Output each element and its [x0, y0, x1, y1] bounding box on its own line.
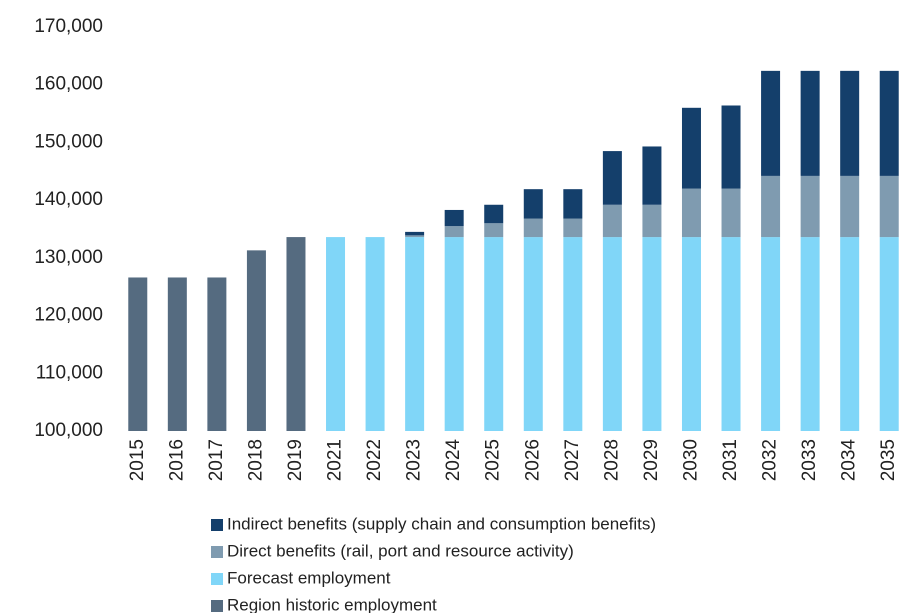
bar-segment — [642, 146, 662, 205]
y-tick-label: 170,000 — [34, 16, 103, 37]
bar-segment — [444, 226, 464, 238]
y-tick-label: 110,000 — [36, 362, 103, 383]
y-tick-label: 140,000 — [34, 189, 103, 210]
bar-segment — [642, 237, 662, 431]
bar-segment — [563, 237, 583, 431]
bar-segment — [602, 151, 622, 205]
x-tick-label: 2025 — [483, 439, 504, 481]
legend-label: Region historic employment — [227, 595, 437, 613]
bar-segment — [879, 237, 899, 431]
legend-swatch — [211, 573, 223, 585]
bar-segment — [681, 188, 701, 238]
bar-segment — [326, 237, 346, 431]
bar-segment — [800, 237, 820, 431]
x-tick-label: 2035 — [878, 439, 899, 481]
bar-segment — [167, 277, 187, 431]
bar-segment — [484, 204, 504, 224]
bar-segment — [681, 107, 701, 189]
bar-segment — [523, 237, 543, 431]
bar-segment — [642, 204, 662, 238]
bar-segment — [879, 70, 899, 176]
bar-segment — [761, 175, 781, 238]
bar-segment — [563, 218, 583, 238]
y-tick-label: 150,000 — [34, 131, 103, 152]
legend-label: Forecast employment — [227, 568, 391, 587]
bar-segment — [286, 237, 306, 431]
bar-segment — [444, 209, 464, 227]
y-tick-label: 100,000 — [34, 420, 103, 441]
bar-segment — [840, 70, 860, 176]
legend-swatch — [211, 519, 223, 531]
bar-segment — [761, 70, 781, 176]
legend-swatch — [211, 600, 223, 612]
x-tick-label: 2015 — [127, 439, 148, 481]
x-tick-label: 2028 — [601, 439, 622, 481]
bar-segment — [405, 235, 425, 238]
bar-segment — [602, 204, 622, 238]
bar-segment — [879, 175, 899, 238]
bar-segment — [840, 237, 860, 431]
bar-segment — [207, 277, 227, 431]
bar-segment — [721, 188, 741, 238]
x-tick-label: 2031 — [720, 439, 741, 481]
bar-segment — [602, 237, 622, 431]
x-tick-label: 2018 — [245, 439, 266, 481]
x-tick-label: 2024 — [443, 439, 464, 482]
x-tick-label: 2019 — [285, 439, 306, 481]
bar-segment — [128, 277, 148, 431]
bar-segment — [365, 237, 385, 431]
bar-segment — [721, 237, 741, 431]
x-tick-label: 2030 — [680, 439, 701, 481]
bar-segment — [523, 218, 543, 238]
bar-segment — [405, 231, 425, 236]
x-tick-label: 2034 — [839, 439, 860, 482]
bar-segment — [563, 189, 583, 219]
y-tick-label: 120,000 — [34, 305, 103, 326]
bar-segment — [761, 237, 781, 431]
bar-segment — [523, 189, 543, 219]
x-tick-label: 2016 — [166, 439, 187, 481]
bar-segment — [800, 175, 820, 238]
x-tick-label: 2021 — [325, 439, 346, 481]
x-tick-label: 2029 — [641, 439, 662, 481]
bar-segment — [405, 237, 425, 431]
bar-segment — [484, 223, 504, 238]
x-tick-label: 2023 — [404, 439, 425, 481]
legend-label: Direct benefits (rail, port and resource… — [227, 541, 574, 560]
bar-segment — [840, 175, 860, 238]
x-tick-label: 2032 — [760, 439, 781, 481]
x-tick-label: 2022 — [364, 439, 385, 481]
y-tick-label: 130,000 — [34, 247, 103, 268]
bar-segment — [681, 237, 701, 431]
bar-segment — [246, 250, 266, 431]
bar-segment — [484, 237, 504, 431]
bar-segment — [721, 105, 741, 189]
x-tick-label: 2033 — [799, 439, 820, 481]
x-tick-label: 2027 — [562, 439, 583, 481]
legend-swatch — [211, 546, 223, 558]
bar-segment — [444, 237, 464, 431]
legend-label: Indirect benefits (supply chain and cons… — [227, 514, 656, 533]
y-tick-label: 160,000 — [34, 74, 103, 95]
x-tick-label: 2017 — [206, 439, 227, 481]
x-tick-label: 2026 — [522, 439, 543, 481]
bar-segment — [800, 70, 820, 176]
